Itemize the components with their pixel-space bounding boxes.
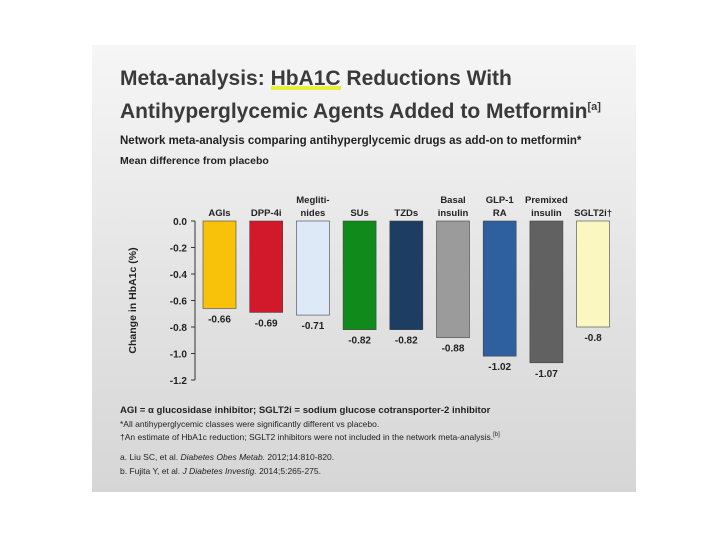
bar — [576, 220, 610, 328]
category-label: insulin — [531, 208, 562, 219]
category-label: SGLT2i† — [574, 208, 612, 219]
bar-value-label: -0.82 — [348, 336, 371, 347]
footer-note-significance: *All antihyperglycemic classes were sign… — [120, 419, 380, 429]
bar-value-label: -0.66 — [208, 314, 231, 325]
bar — [249, 220, 283, 313]
reference-a-journal: Diabetes Obes Metab. — [180, 452, 266, 462]
category-label: nides — [300, 208, 325, 219]
bar-value-label: -1.07 — [535, 369, 558, 380]
category-label: GLP-1 — [486, 195, 515, 206]
title-suffix: Reductions With — [340, 67, 512, 90]
bar — [342, 220, 377, 330]
bar-value-label: -0.8 — [584, 333, 602, 344]
reference-a-details: 2012;14:810-820. — [265, 452, 335, 462]
slide-title: Meta-analysis: HbA1C Reductions With Ant… — [120, 65, 620, 126]
category-label: insulin — [438, 208, 469, 219]
y-tick-label: -0.4 — [170, 270, 188, 281]
y-tick-label: -0.6 — [170, 297, 188, 308]
bar-value-label: -0.88 — [442, 344, 465, 355]
bar-value-label: -1.02 — [488, 362, 511, 373]
footer-note-marker: [b] — [493, 432, 500, 439]
reference-b-details: 2014;5:265-275. — [256, 466, 321, 476]
category-label: AGIs — [208, 208, 230, 219]
category-label: Megliti- — [296, 195, 329, 206]
y-tick-label: -0.8 — [170, 323, 188, 334]
reference-b-journal: J Diabetes Investig. — [182, 466, 257, 476]
bar — [529, 220, 564, 364]
title-line2: Antihyperglycemic Agents Added to Metfor… — [120, 100, 588, 123]
category-label: SUs — [350, 208, 368, 219]
bar-value-label: -0.71 — [302, 321, 325, 332]
category-label: Basal — [440, 195, 465, 206]
y-axis-title: Change in HbA1c (%) — [127, 247, 139, 353]
category-label: Premixed — [525, 195, 568, 206]
reference-a-authors: a. Liu SC, et al. — [120, 452, 181, 462]
reference-b-authors: b. Fujita Y, et al. — [120, 466, 183, 476]
footer-abbreviations: AGI = α glucosidase inhibitor; SGLT2i = … — [120, 405, 491, 416]
chart-subtitle: Network meta-analysis comparing antihype… — [120, 135, 582, 147]
reference-a: a. Liu SC, et al. Diabetes Obes Metab. 2… — [120, 452, 334, 462]
y-tick-label: 0.0 — [173, 217, 187, 228]
bar — [296, 220, 330, 316]
chart-caption: Mean difference from placebo — [120, 155, 269, 167]
highlight-underline — [270, 86, 341, 90]
category-label: RA — [493, 208, 507, 219]
bar — [202, 220, 237, 309]
footer-note-estimate-text: †An estimate of HbA1c reduction; SGLT2 i… — [120, 432, 494, 442]
y-tick-label: -1.2 — [170, 376, 188, 387]
bar-chart: 0.0 -0.2 -0.4 -0.6 -0.8 -1.0 -1.2 Change in HbA… — [127, 195, 612, 387]
reference-b: b. Fujita Y, et al. J Diabetes Investig.… — [120, 466, 321, 476]
footer-note-estimate: †An estimate of HbA1c reduction; SGLT2 i… — [120, 432, 500, 442]
title-footnote-marker: [a] — [587, 101, 601, 113]
category-label: DPP-4i — [251, 208, 282, 219]
bar — [436, 220, 470, 338]
title-highlight: HbA1C — [270, 65, 341, 93]
bar — [389, 220, 424, 330]
category-label: TZDs — [394, 208, 418, 219]
bar-value-label: -0.69 — [255, 318, 278, 329]
slide: Meta-analysis: HbA1C Reductions With Ant… — [92, 45, 636, 492]
title-prefix: Meta-analysis: — [120, 67, 271, 90]
y-tick-label: -1.0 — [170, 350, 188, 361]
bar-value-label: -0.82 — [395, 336, 418, 347]
bar — [482, 220, 517, 357]
y-tick-label: -0.2 — [170, 244, 188, 255]
title-highlight-text: HbA1C — [270, 67, 341, 90]
